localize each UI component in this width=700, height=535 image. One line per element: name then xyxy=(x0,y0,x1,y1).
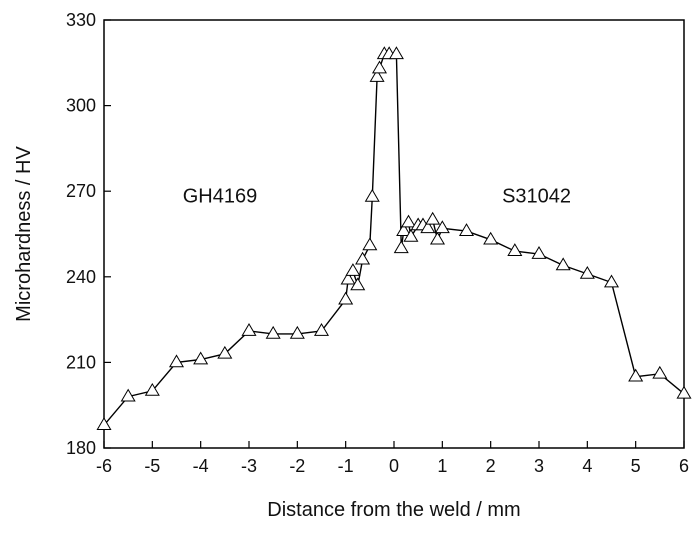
data-point xyxy=(603,274,620,288)
data-point xyxy=(313,323,330,336)
data-point xyxy=(289,325,305,339)
axis-ticks: -6 -5 -4 -3 -2 -1 0 1 2 3 4 5 6 180 210 240 270 300 330 xyxy=(66,10,689,476)
data-point xyxy=(400,214,417,228)
data-point xyxy=(355,251,371,265)
data-point xyxy=(350,277,366,291)
x-tick-label: -5 xyxy=(144,456,160,476)
data-point xyxy=(120,388,136,402)
x-tick-label: 1 xyxy=(437,456,447,476)
x-tick-label: -1 xyxy=(338,456,354,476)
data-point xyxy=(340,271,356,285)
series-line xyxy=(103,53,685,426)
x-tick-label: -2 xyxy=(289,456,305,476)
data-point xyxy=(555,257,571,271)
data-point xyxy=(338,291,354,305)
data-point xyxy=(241,323,257,336)
y-tick-label: 330 xyxy=(66,10,96,30)
data-point xyxy=(403,228,419,242)
y-tick-label: 210 xyxy=(66,352,96,372)
data-point xyxy=(396,223,412,236)
data-point xyxy=(369,69,385,82)
plot-frame xyxy=(103,19,685,449)
data-point xyxy=(364,188,380,202)
x-tick-label: 4 xyxy=(582,456,592,476)
y-tick-label: 300 xyxy=(66,96,96,116)
material-annotation: GH4169 xyxy=(183,186,258,208)
data-point xyxy=(507,243,523,256)
data-point xyxy=(579,265,595,279)
data-point xyxy=(217,345,233,359)
x-tick-label: 2 xyxy=(486,456,496,476)
data-point xyxy=(531,245,547,259)
x-tick-label: -3 xyxy=(241,456,257,476)
annotation-layer: GH4169 S31042 xyxy=(183,186,571,208)
x-tick-label: 0 xyxy=(389,456,399,476)
data-point xyxy=(393,240,409,254)
data-point xyxy=(345,263,361,276)
x-tick-label: 3 xyxy=(534,456,544,476)
x-tick-label: -6 xyxy=(96,456,112,476)
data-point xyxy=(425,211,441,225)
material-annotation: S31042 xyxy=(502,186,571,208)
data-point xyxy=(434,220,450,234)
data-point xyxy=(483,231,499,245)
y-axis-title: Microhardness / HV xyxy=(13,146,35,322)
y-tick-label: 270 xyxy=(66,181,96,201)
data-point xyxy=(652,365,668,379)
data-point xyxy=(628,368,644,382)
data-point xyxy=(96,417,112,431)
data-point xyxy=(420,220,436,234)
x-tick-label: 5 xyxy=(631,456,641,476)
data-point xyxy=(388,46,404,60)
data-point xyxy=(168,354,185,368)
data-point xyxy=(193,351,209,365)
data-point xyxy=(144,382,160,396)
x-tick-label: -4 xyxy=(193,456,209,476)
data-point xyxy=(371,60,388,74)
data-point xyxy=(362,237,378,251)
x-axis-title: Distance from the weld / mm xyxy=(267,499,520,521)
data-point xyxy=(676,385,692,399)
y-tick-label: 240 xyxy=(66,267,96,287)
data-point xyxy=(458,223,475,236)
data-point xyxy=(265,325,281,339)
y-tick-label: 180 xyxy=(66,438,96,458)
series-layer xyxy=(96,46,692,431)
data-point xyxy=(429,231,446,245)
x-tick-label: 6 xyxy=(679,456,689,476)
